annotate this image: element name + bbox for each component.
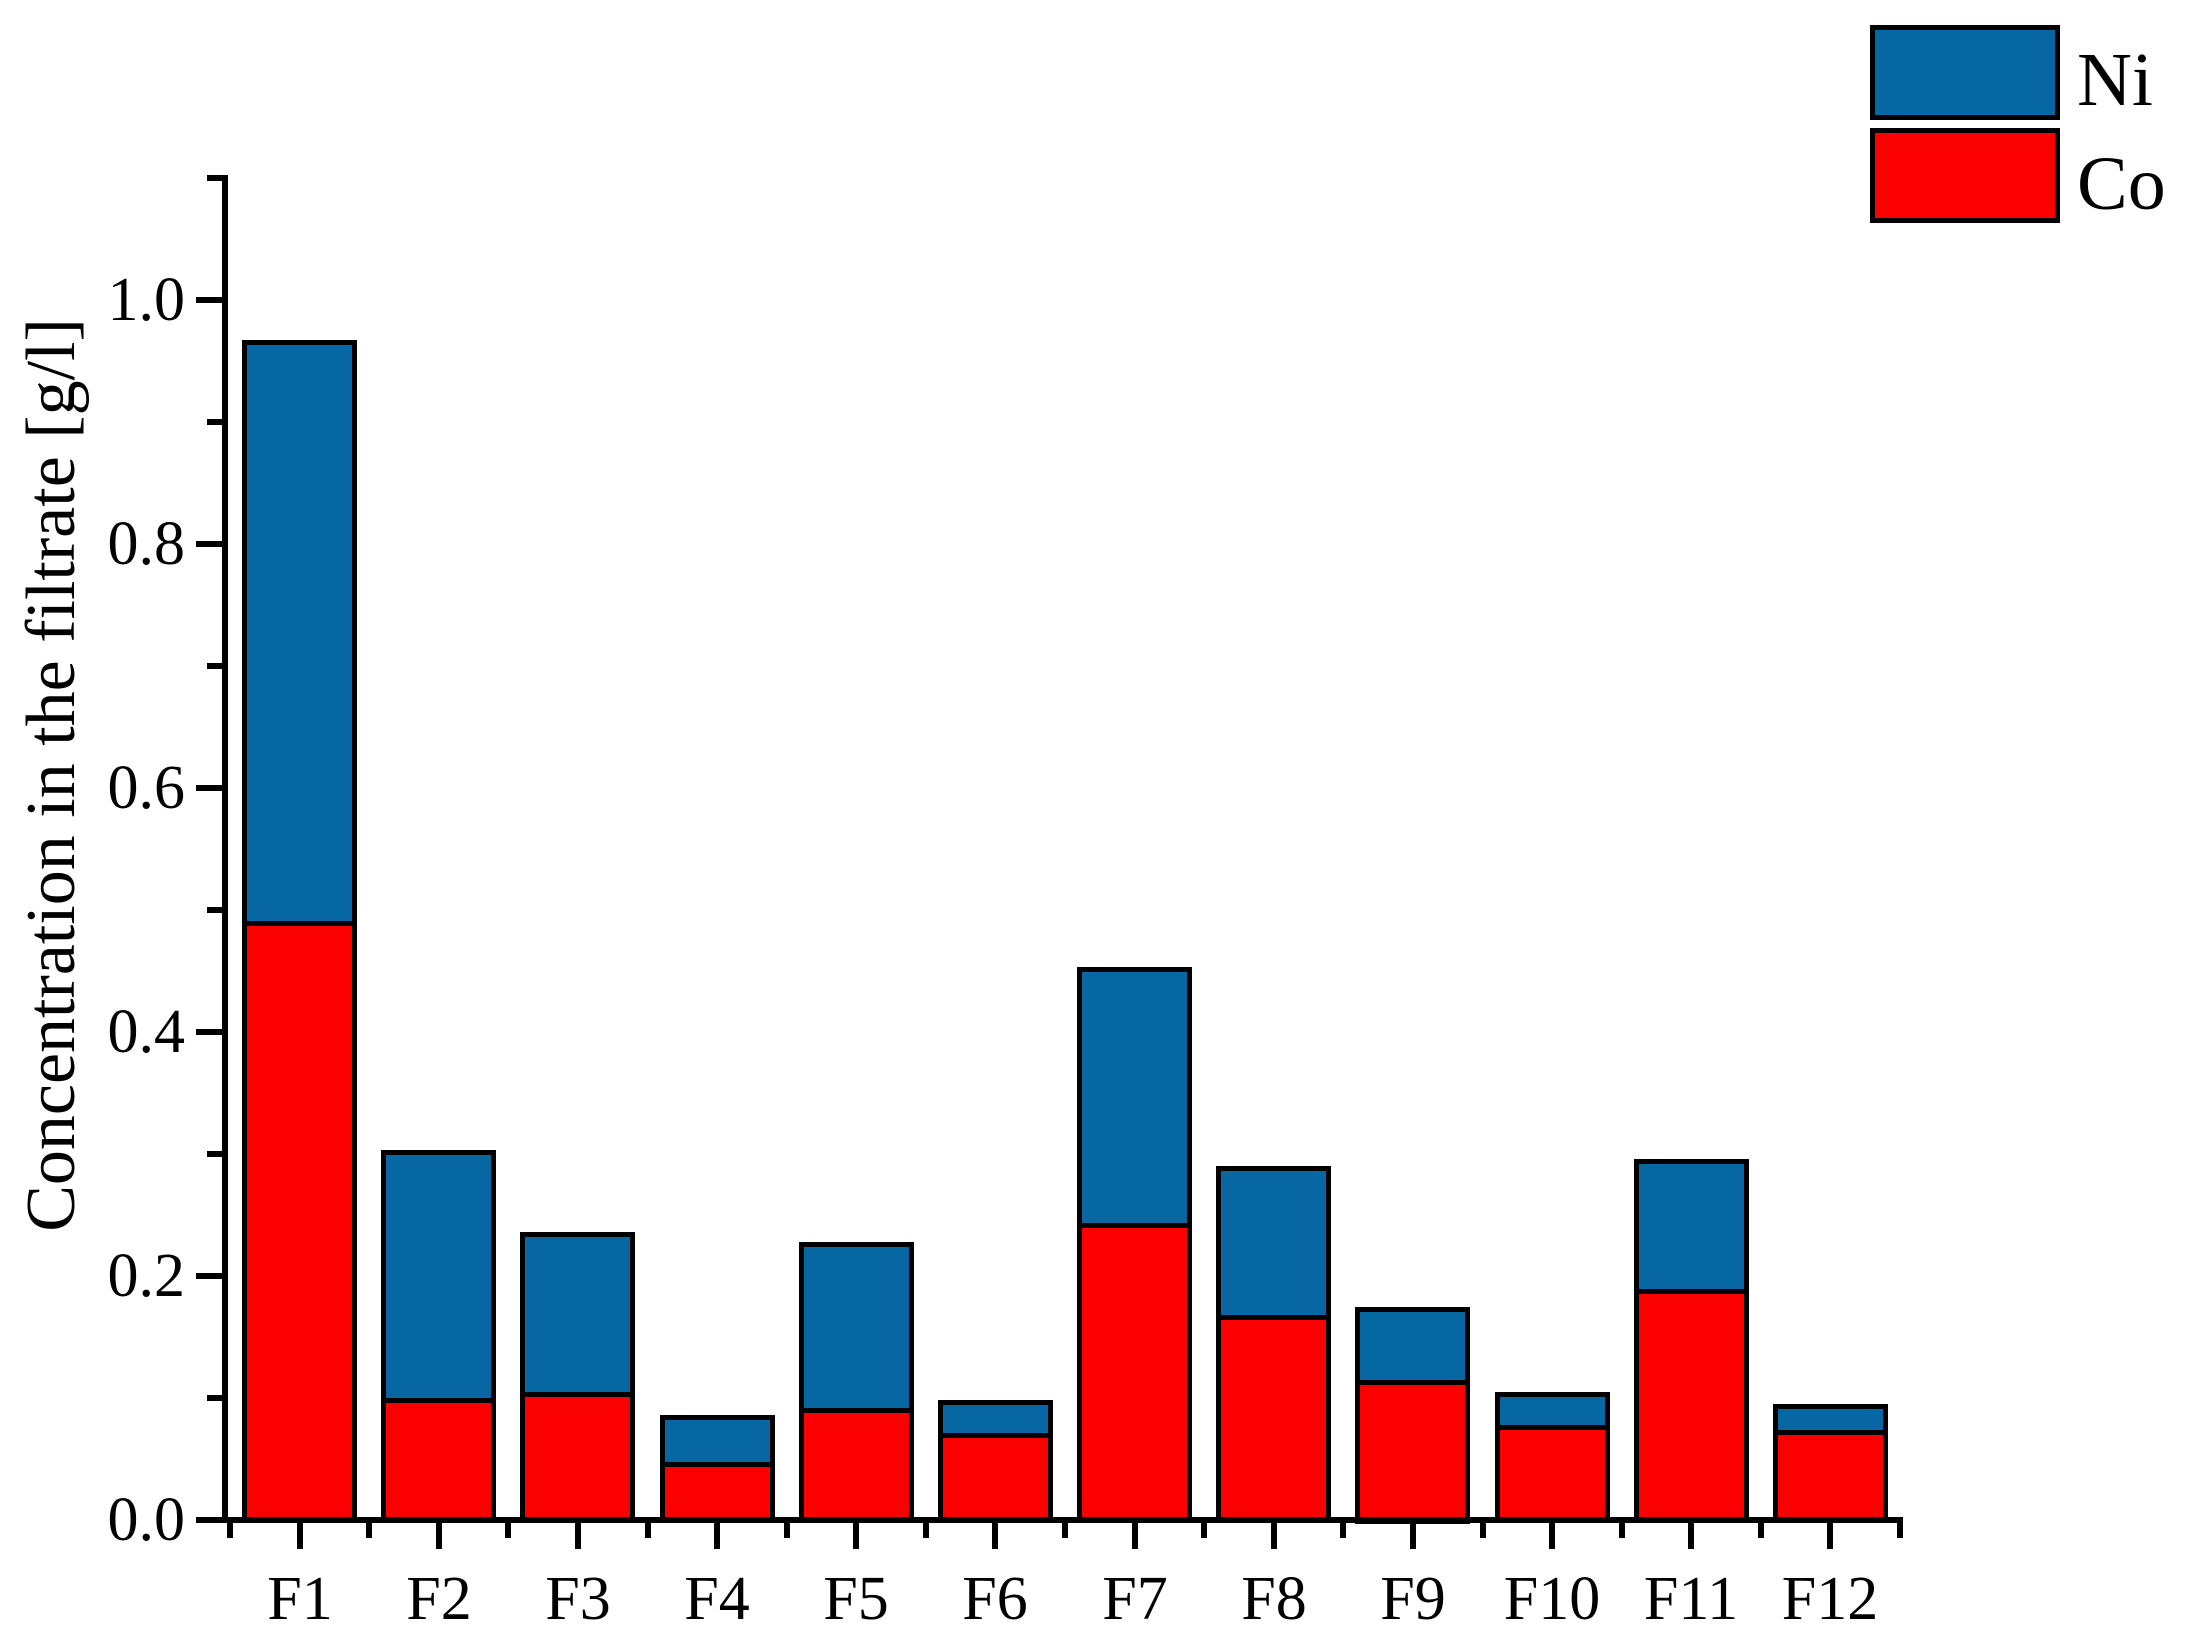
x-minor-tick xyxy=(1340,1523,1346,1538)
y-minor-tick xyxy=(207,907,222,913)
y-major-tick xyxy=(196,1029,222,1035)
bar-F6 xyxy=(938,1400,1053,1523)
bar-F11-ni-segment xyxy=(1639,1164,1744,1294)
bar-F3 xyxy=(520,1232,635,1523)
x-tick-label-F4: F4 xyxy=(684,1565,750,1626)
y-tick-label-0.4: 0.4 xyxy=(107,998,186,1066)
x-major-tick-F6 xyxy=(992,1523,998,1549)
y-axis-line xyxy=(222,175,228,1523)
y-minor-tick xyxy=(207,1151,222,1157)
y-tick-label-0.2: 0.2 xyxy=(107,1242,186,1310)
y-minor-tick xyxy=(207,1395,222,1401)
x-minor-tick xyxy=(227,1523,233,1538)
x-tick-label-F7: F7 xyxy=(1102,1565,1168,1626)
x-minor-tick xyxy=(1480,1523,1486,1538)
x-tick-label-F10: F10 xyxy=(1503,1565,1601,1626)
x-major-tick-F1 xyxy=(297,1523,303,1549)
bar-F3-ni-segment xyxy=(525,1237,630,1397)
bar-F2 xyxy=(381,1150,496,1523)
bar-F8-ni-segment xyxy=(1221,1171,1326,1320)
y-major-tick xyxy=(196,541,222,547)
legend-swatch-co xyxy=(1870,128,2060,223)
bar-F12-ni-segment xyxy=(1778,1409,1883,1435)
bar-F9-ni-segment xyxy=(1360,1312,1465,1385)
bar-F2-ni-segment xyxy=(386,1155,491,1403)
bar-F10 xyxy=(1495,1392,1610,1523)
bar-F7 xyxy=(1077,967,1192,1523)
x-minor-tick xyxy=(923,1523,929,1538)
bar-F5 xyxy=(799,1242,914,1523)
bar-F11 xyxy=(1634,1159,1749,1523)
x-tick-label-F8: F8 xyxy=(1241,1565,1307,1626)
x-minor-tick xyxy=(1619,1523,1625,1538)
bar-F1 xyxy=(242,340,357,1523)
y-major-tick xyxy=(196,785,222,791)
y-minor-tick xyxy=(207,175,222,181)
x-tick-label-F1: F1 xyxy=(267,1565,333,1626)
bar-F4-ni-segment xyxy=(665,1420,770,1467)
legend-label-ni: Ni xyxy=(2077,38,2153,122)
y-tick-label-1.0: 1.0 xyxy=(107,266,186,334)
y-tick-label-0.8: 0.8 xyxy=(107,510,186,578)
x-major-tick-F8 xyxy=(1271,1523,1277,1549)
y-major-tick xyxy=(196,1273,222,1279)
y-major-tick xyxy=(196,297,222,303)
x-major-tick-F7 xyxy=(1132,1523,1138,1549)
x-minor-tick xyxy=(366,1523,372,1538)
bar-F4 xyxy=(660,1415,775,1523)
x-minor-tick xyxy=(1062,1523,1068,1538)
bar-F10-ni-segment xyxy=(1500,1397,1605,1430)
x-tick-label-F3: F3 xyxy=(545,1565,611,1626)
x-major-tick-F4 xyxy=(714,1523,720,1549)
x-major-tick-F10 xyxy=(1549,1523,1555,1549)
x-minor-tick xyxy=(645,1523,651,1538)
x-major-tick-F3 xyxy=(575,1523,581,1549)
bar-F1-ni-segment xyxy=(247,345,352,926)
y-tick-label-0.6: 0.6 xyxy=(107,754,186,822)
x-tick-label-F12: F12 xyxy=(1781,1565,1879,1626)
legend-label-co: Co xyxy=(2077,142,2166,226)
bar-F8 xyxy=(1216,1166,1331,1523)
y-major-tick xyxy=(196,1517,222,1523)
x-minor-tick xyxy=(1201,1523,1207,1538)
legend-swatch-ni xyxy=(1870,25,2060,120)
x-tick-label-F11: F11 xyxy=(1643,1565,1739,1626)
x-axis-line xyxy=(222,1517,1903,1523)
y-minor-tick xyxy=(207,663,222,669)
x-minor-tick xyxy=(1897,1523,1903,1538)
x-tick-label-F5: F5 xyxy=(823,1565,889,1626)
bar-F5-ni-segment xyxy=(804,1247,909,1413)
x-tick-label-F2: F2 xyxy=(406,1565,472,1626)
x-major-tick-F5 xyxy=(853,1523,859,1549)
x-minor-tick xyxy=(505,1523,511,1538)
x-minor-tick xyxy=(1758,1523,1764,1538)
y-tick-label-0.0: 0.0 xyxy=(107,1486,186,1554)
bar-F7-ni-segment xyxy=(1082,972,1187,1228)
bar-F6-ni-segment xyxy=(943,1405,1048,1438)
x-major-tick-F9 xyxy=(1410,1523,1416,1549)
x-major-tick-F2 xyxy=(436,1523,442,1549)
x-major-tick-F11 xyxy=(1688,1523,1694,1549)
y-minor-tick xyxy=(207,419,222,425)
bar-F12 xyxy=(1773,1404,1888,1523)
x-major-tick-F12 xyxy=(1827,1523,1833,1549)
x-minor-tick xyxy=(784,1523,790,1538)
x-tick-label-F9: F9 xyxy=(1380,1565,1446,1626)
bar-F9 xyxy=(1355,1307,1470,1524)
x-tick-label-F6: F6 xyxy=(962,1565,1028,1626)
